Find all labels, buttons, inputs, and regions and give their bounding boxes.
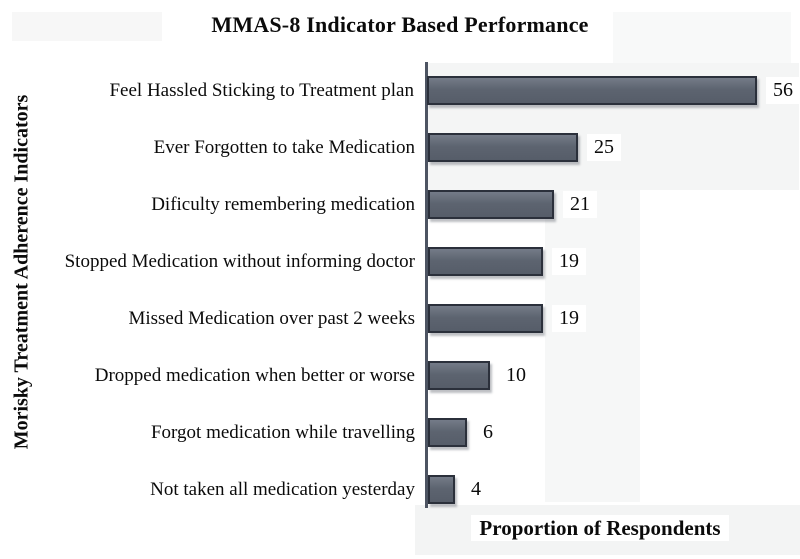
value-label: 6 (476, 419, 500, 446)
bar-row: Forgot medication while travelling 6 (0, 404, 800, 461)
value-label: 19 (552, 248, 586, 275)
y-axis-label: Morisky Treatment Adherence Indicators (10, 94, 33, 450)
bar (428, 133, 578, 162)
category-label: Ever Forgotten to take Medication (153, 136, 415, 158)
bar-row: Feel Hassled Sticking to Treatment plan 5… (0, 62, 800, 119)
category-label: Missed Medication over past 2 weeks (128, 307, 415, 329)
bar-row: Stopped Medication without informing doc… (0, 233, 800, 290)
plot-area: Feel Hassled Sticking to Treatment plan 5… (0, 62, 800, 518)
value-label: 21 (563, 191, 597, 218)
y-axis-line (425, 62, 428, 508)
bar-row: Dificulty remembering medication 21 (0, 176, 800, 233)
category-label: Forgot medication while travelling (150, 421, 415, 443)
bar (428, 475, 455, 504)
scan-artifact (613, 12, 791, 64)
category-label: Not taken all medication yesterday (150, 478, 415, 500)
bar (428, 418, 467, 447)
value-label: 56 (766, 77, 800, 104)
bar-row: Ever Forgotten to take Medication 25 (0, 119, 800, 176)
chart-title: MMAS-8 Indicator Based Performance (211, 12, 589, 37)
category-label: Dificulty remembering medication (151, 193, 415, 215)
category-label: Dropped medication when better or worse (94, 364, 415, 386)
scan-artifact (12, 12, 162, 41)
value-label: 19 (552, 305, 586, 332)
scan-artifact (545, 190, 640, 502)
bar (427, 76, 757, 105)
category-label: Feel Hassled Sticking to Treatment plan (109, 79, 414, 101)
bar-row: Dropped medication when better or worse 1… (0, 347, 800, 404)
category-label: Stopped Medication without informing doc… (64, 250, 415, 272)
bar-row: Not taken all medication yesterday 4 (0, 461, 800, 518)
x-axis-label: Proportion of Respondents (427, 515, 773, 541)
bar (428, 247, 543, 276)
bar-row: Missed Medication over past 2 weeks 19 (0, 290, 800, 347)
bar (428, 304, 543, 333)
value-label: 25 (587, 134, 621, 161)
x-axis-label-text: Proportion of Respondents (471, 515, 729, 541)
value-label: 10 (499, 362, 533, 389)
bar (428, 361, 490, 390)
value-label: 4 (464, 476, 488, 503)
bar (428, 190, 554, 219)
